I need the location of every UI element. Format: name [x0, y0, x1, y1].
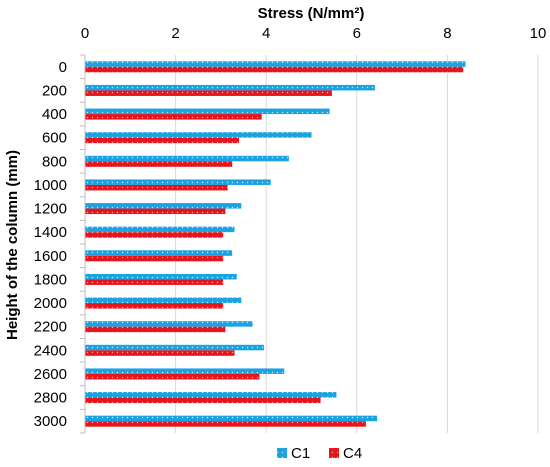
- bar-c4-3000: [85, 421, 366, 427]
- x-tick-label: 2: [171, 25, 179, 42]
- bar-c1-800: [85, 155, 289, 162]
- legend-swatch-c1: [277, 448, 287, 458]
- bar-c4-200: [85, 90, 332, 96]
- bar-c1-400: [85, 108, 330, 115]
- x-tick-label: 0: [81, 25, 89, 42]
- y-tick-label: 1600: [34, 248, 67, 265]
- bar-c4-1800: [85, 279, 224, 285]
- y-tick-label: 1200: [34, 201, 67, 218]
- y-tick-label: 2800: [34, 390, 67, 407]
- bar-c4-0: [85, 66, 464, 73]
- bar-c4-1000: [85, 184, 228, 191]
- y-tick-label: 1400: [34, 224, 67, 241]
- y-axis-title: Height of the column (mm): [4, 150, 21, 340]
- bars: [85, 61, 466, 427]
- bar-c1-600: [85, 132, 312, 138]
- y-tick-label: 2200: [34, 319, 67, 336]
- bar-c1-1000: [85, 179, 271, 185]
- bar-c1-0: [85, 61, 466, 67]
- bar-c4-2800: [85, 397, 321, 404]
- x-tick-label: 8: [443, 25, 451, 42]
- legend: C1 C4: [277, 445, 362, 462]
- y-tick-label: 2400: [34, 342, 67, 359]
- x-tick-label: 6: [353, 25, 361, 42]
- y-tick-label: 1800: [34, 271, 67, 288]
- bar-c4-2000: [85, 303, 224, 309]
- y-tick-label: 2000: [34, 295, 67, 312]
- bar-c1-1800: [85, 273, 237, 280]
- bar-c1-2200: [85, 321, 253, 327]
- bar-c1-2800: [85, 392, 337, 398]
- legend-swatch-c4: [329, 448, 339, 458]
- bar-c4-2200: [85, 326, 226, 333]
- bar-c1-3000: [85, 415, 378, 422]
- bar-c4-400: [85, 114, 262, 120]
- y-tick-label: 800: [42, 153, 67, 170]
- bar-c1-1200: [85, 203, 242, 209]
- y-tick-label: 0: [59, 59, 67, 76]
- y-tick-label: 3000: [34, 413, 67, 430]
- bar-c4-1600: [85, 255, 224, 262]
- bar-c1-1600: [85, 250, 233, 256]
- y-tick-label: 1000: [34, 177, 67, 194]
- bar-c1-2400: [85, 344, 264, 351]
- axes: 0 2 4 6 8 10 0 200 400 600 800 1000 1200 1400 1600 1800…: [34, 25, 547, 434]
- bar-c4-2600: [85, 373, 260, 380]
- y-tick-label: 600: [42, 130, 67, 147]
- legend-label-c1: C1: [291, 445, 310, 462]
- bar-c4-1200: [85, 208, 226, 215]
- x-tick-label: 4: [262, 25, 270, 42]
- y-tick-label: 200: [42, 82, 67, 99]
- bar-c4-600: [85, 137, 240, 144]
- bar-c1-2000: [85, 297, 242, 304]
- x-axis-title: Stress (N/mm²): [258, 5, 365, 22]
- bar-c4-1400: [85, 232, 224, 238]
- y-tick-label: 2600: [34, 366, 67, 383]
- bar-c4-2400: [85, 350, 235, 356]
- bar-c1-200: [85, 84, 375, 91]
- legend-label-c4: C4: [343, 445, 362, 462]
- bar-c4-800: [85, 161, 233, 167]
- y-tick-label: 400: [42, 106, 67, 123]
- bar-c1-1400: [85, 226, 235, 233]
- bar-c1-2600: [85, 368, 285, 374]
- x-tick-label: 10: [530, 25, 547, 42]
